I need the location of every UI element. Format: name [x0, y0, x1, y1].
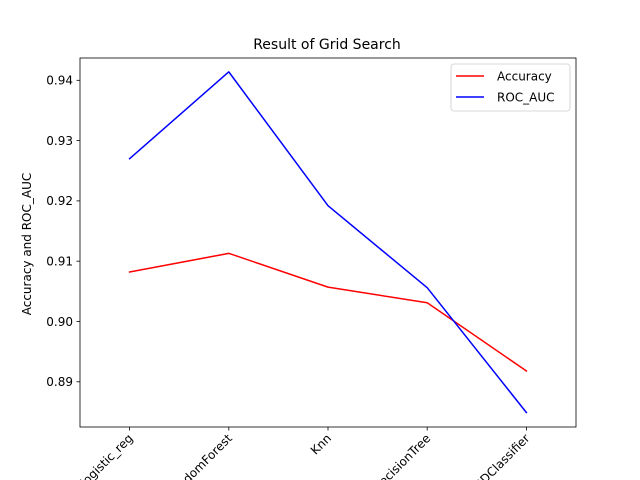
y-axis-label: Accuracy and ROC_AUC — [20, 173, 34, 316]
plot-frame — [79, 57, 577, 428]
x-tick-label: SGDClassifier — [465, 431, 532, 480]
legend: Accuracy ROC_AUC — [450, 63, 571, 112]
x-tick-label: DecisionTree — [370, 431, 434, 480]
legend-entry: Accuracy — [497, 69, 552, 83]
legend-entry: ROC_AUC — [497, 90, 555, 104]
y-tick-label: 0.91 — [46, 254, 73, 268]
axes: 0.89 0.90 0.91 0.92 0.93 0.94 logistic_reg Rand… — [46, 57, 577, 480]
series-line-accuracy — [128, 252, 528, 372]
y-tick-label: 0.89 — [46, 375, 73, 389]
y-tick-label: 0.92 — [46, 194, 73, 208]
chart-title: Result of Grid Search — [253, 37, 401, 53]
y-tick-label: 0.94 — [46, 74, 73, 88]
series-line-roc-auc — [128, 71, 528, 414]
x-tick-label: logistic_reg — [78, 431, 136, 480]
x-tick-label: Knn — [308, 431, 334, 457]
y-tick-label: 0.93 — [46, 134, 73, 148]
plot-area — [128, 71, 528, 414]
y-tick-label: 0.90 — [46, 315, 73, 329]
x-tick-label: RandomForest — [164, 431, 235, 480]
